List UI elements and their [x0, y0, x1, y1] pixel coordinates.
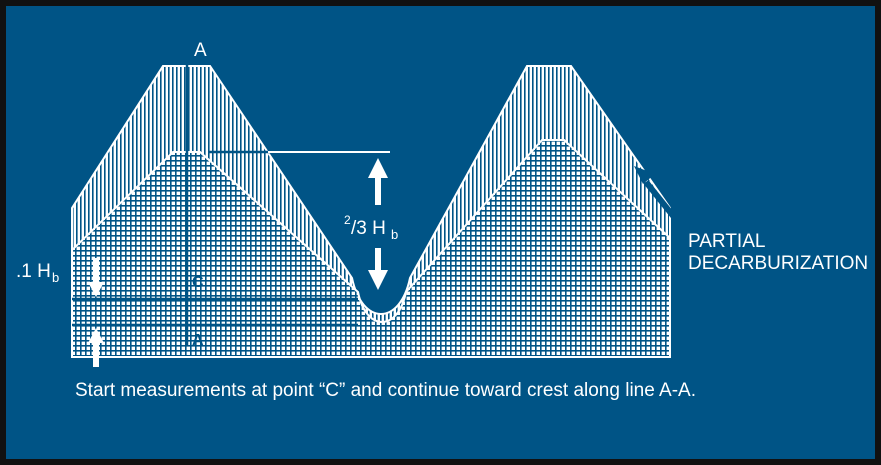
label-line-a-top: A [194, 40, 207, 61]
tenth-hb-arrow-down-icon [88, 258, 104, 297]
svg-text:/3 H: /3 H [351, 218, 386, 239]
label-two-thirds-hb: 2 /3 H b [344, 213, 398, 242]
svg-text:.1 H: .1 H [16, 261, 51, 282]
label-point-c: C [192, 274, 204, 291]
label-tenth-hb: .1 H b [16, 261, 59, 285]
svg-text:2: 2 [344, 213, 351, 227]
arrow-down-icon [368, 248, 388, 290]
caption-text: Start measurements at point “C” and cont… [75, 380, 696, 401]
label-point-a: A [192, 332, 204, 349]
label-decarburization: DECARBURIZATION [688, 253, 868, 274]
svg-text:b: b [391, 227, 398, 242]
arrow-up-icon [368, 158, 388, 205]
label-partial: PARTIAL [688, 231, 765, 252]
svg-text:b: b [52, 270, 59, 285]
tenth-hb-arrow-up-icon [88, 328, 104, 367]
pointer-arrow-icon [634, 166, 689, 234]
thread-base-metal [71, 139, 671, 358]
